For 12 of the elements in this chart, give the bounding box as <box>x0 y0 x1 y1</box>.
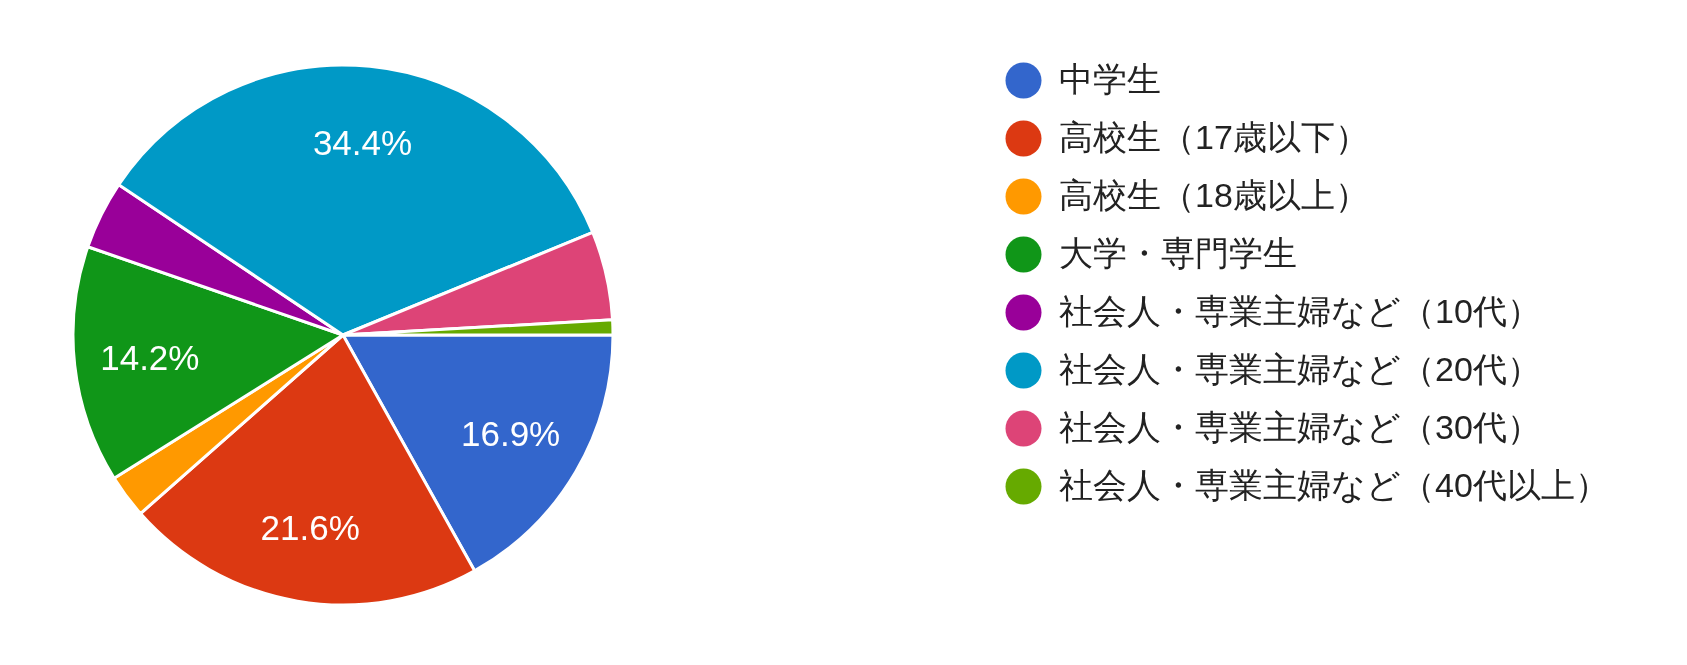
data-label: 16.9% <box>461 413 561 453</box>
legend-label: 社会人・専業主婦など（30代） <box>1059 407 1541 448</box>
data-label: 34.4% <box>312 122 413 162</box>
legend-label: 高校生（18歳以上） <box>1059 175 1369 216</box>
legend-label: 大学・専門学生 <box>1059 233 1297 274</box>
data-label: 21.6% <box>260 507 360 547</box>
legend-label: 中学生 <box>1059 59 1161 100</box>
legend-label: 社会人・専業主婦など（10代） <box>1059 291 1541 332</box>
legend-label: 社会人・専業主婦など（40代以上） <box>1059 465 1609 506</box>
data-label: 14.2% <box>100 337 200 377</box>
legend-label: 高校生（17歳以下） <box>1059 117 1369 158</box>
legend-label: 社会人・専業主婦など（20代） <box>1059 349 1541 390</box>
